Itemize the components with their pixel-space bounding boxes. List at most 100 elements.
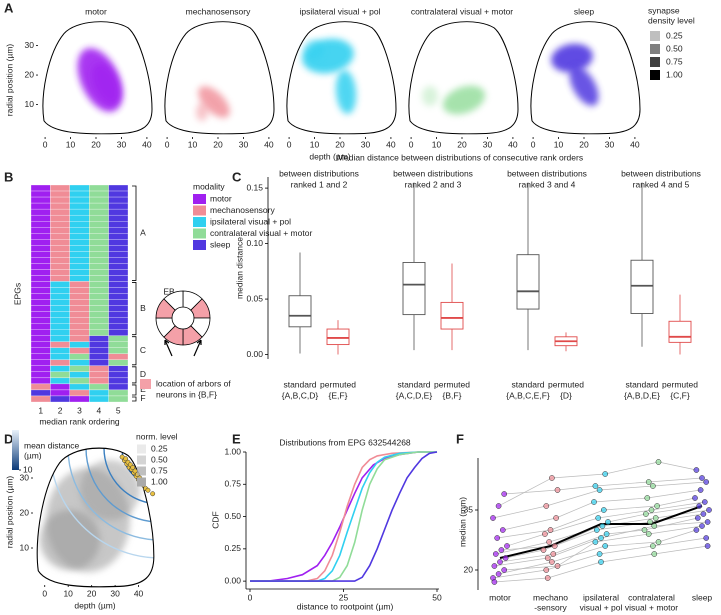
heatmap-cell	[108, 208, 129, 216]
heatmap-cell	[50, 269, 70, 276]
x-axis-label: median rank ordering	[39, 416, 120, 426]
heatmap-cell	[30, 347, 51, 354]
heatmap-cell	[30, 227, 51, 234]
heatmap-cell	[89, 227, 109, 234]
x-tick-label: 0	[165, 139, 170, 149]
y-tick-label: 0.00	[246, 349, 263, 359]
heatmap-cell	[108, 239, 129, 246]
legend-label: 0.50	[151, 454, 168, 464]
legend-swatch	[193, 228, 206, 239]
heatmap-cell	[89, 299, 109, 306]
heatmap-cell	[69, 257, 90, 264]
heatmap-cell	[89, 341, 109, 348]
panel-label: D	[4, 431, 13, 446]
point	[641, 527, 648, 533]
x-tick-label: standard	[283, 379, 316, 389]
point	[655, 459, 662, 465]
legend-swatch	[650, 44, 660, 54]
heatmap-cell	[69, 341, 90, 348]
heatmap-cell	[50, 287, 70, 294]
heatmap-cell	[30, 371, 51, 379]
heatmap-cell	[89, 395, 109, 403]
heatmap-cell	[69, 347, 90, 354]
group-title: ranked 3 and 4	[519, 179, 576, 189]
x-tick-label: 30	[110, 588, 120, 598]
x-tick-label: ipsilateral	[583, 592, 619, 602]
heatmap-cell	[69, 335, 90, 342]
point	[595, 515, 602, 521]
point	[494, 535, 501, 541]
group-title: between distributions	[279, 168, 359, 178]
heatmap-cell	[50, 221, 70, 228]
group-bracket	[132, 384, 137, 396]
heatmap-cell	[69, 365, 90, 373]
x-tick-label: 40	[142, 139, 152, 149]
eb-segment	[163, 290, 184, 311]
heatmap-cell	[89, 184, 109, 192]
y-axis-label: radial position (µm)	[4, 476, 14, 549]
legend-label: 1.00	[151, 476, 168, 486]
x-tick-label: motor	[489, 592, 511, 602]
point	[592, 483, 599, 489]
point	[699, 523, 705, 529]
point	[650, 483, 656, 489]
heatmap-cell	[50, 371, 70, 379]
group-label: E	[140, 384, 146, 394]
density-blob	[335, 70, 357, 114]
heatmap-cell	[69, 221, 90, 228]
point	[648, 507, 655, 513]
point	[645, 531, 652, 537]
x-tick-label: 40	[264, 139, 274, 149]
region-outline	[164, 21, 275, 135]
x-tick-label: 3	[77, 405, 82, 415]
point	[543, 567, 550, 573]
group-label: A	[140, 227, 146, 237]
point	[692, 495, 698, 501]
point	[704, 519, 711, 525]
point	[696, 503, 703, 509]
y-tick-label: 35	[464, 504, 474, 514]
heatmap-cell	[30, 245, 51, 252]
heatmap-cell	[108, 371, 129, 379]
subplot-title: sleep	[574, 6, 595, 16]
legend-title: norm. level	[136, 431, 178, 441]
point	[542, 531, 548, 537]
heatmap-cell	[89, 257, 109, 264]
point	[551, 543, 558, 549]
cdf-line	[250, 451, 437, 582]
heatmap-cell	[50, 233, 70, 240]
point	[497, 559, 503, 565]
group-title: between distributions	[393, 168, 473, 178]
heatmap-cell	[30, 208, 51, 216]
heatmap-cell	[30, 335, 51, 342]
heatmap-cell	[69, 196, 90, 204]
point	[501, 491, 508, 497]
group-label: D	[140, 369, 146, 379]
cdf-line	[250, 451, 437, 582]
heatmap-cell	[108, 299, 129, 306]
legend-title: synapse	[648, 5, 680, 15]
heatmap-cell	[69, 311, 90, 318]
heatmap-cell	[50, 281, 70, 288]
group-bracket	[132, 282, 137, 336]
legend-label: 0.75	[666, 56, 683, 66]
heatmap-cell	[50, 239, 70, 246]
point	[546, 539, 552, 545]
x-tick-label: 10	[63, 588, 73, 598]
heatmap-cell	[89, 377, 109, 385]
y-tick-label: 0.10	[246, 238, 263, 248]
heatmap-cell	[89, 239, 109, 246]
heatmap-cell	[30, 341, 51, 348]
point	[600, 507, 607, 513]
heatmap-cell	[89, 275, 109, 282]
x-axis-label: depth (µm)	[309, 151, 350, 161]
x-tick-label: 10	[66, 139, 76, 149]
panel-label: E	[232, 431, 241, 446]
heatmap-cell	[50, 335, 70, 342]
density-blob	[442, 85, 486, 115]
x-tick-label: 0	[43, 139, 48, 149]
legend-swatch	[137, 477, 146, 487]
point	[543, 503, 550, 509]
heatmap-cell	[50, 227, 70, 234]
point	[643, 511, 649, 517]
